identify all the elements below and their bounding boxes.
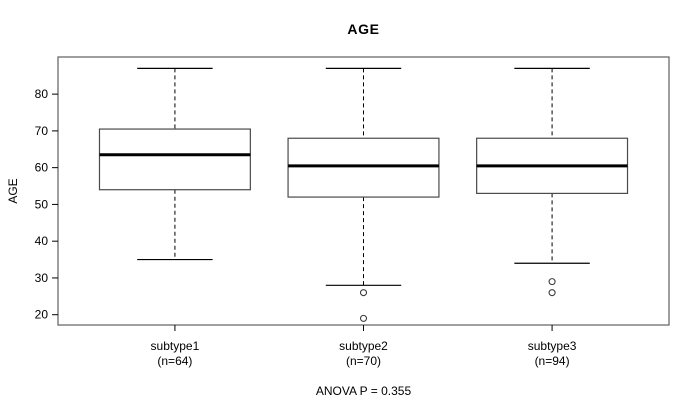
iqr-box <box>98 128 251 191</box>
y-tick-label: 20 <box>35 308 49 322</box>
group-n: (n=94) <box>534 354 570 368</box>
group-n: (n=64) <box>157 354 193 368</box>
y-tick-label: 60 <box>35 161 49 175</box>
y-tick-label: 40 <box>35 234 49 248</box>
iqr-box <box>287 137 440 198</box>
y-tick-label: 80 <box>35 87 49 101</box>
y-tick-label: 30 <box>35 271 49 285</box>
group-name: subtype3 <box>527 339 577 353</box>
group-name: subtype2 <box>339 339 388 353</box>
anova-annotation: ANOVA P = 0.355 <box>315 384 412 398</box>
outlier-point <box>548 278 556 286</box>
group-name: subtype1 <box>150 339 200 353</box>
group-label-subtype3: subtype3 (n=94) <box>472 339 632 369</box>
y-axis-title: AGE <box>6 178 20 204</box>
group-label-subtype2: subtype2 (n=70) <box>284 339 444 369</box>
outlier-point <box>359 314 368 322</box>
y-tick-label: 50 <box>35 197 49 211</box>
group-n: (n=70) <box>345 354 382 368</box>
outlier-point <box>548 289 556 297</box>
y-tick-label: 70 <box>35 124 49 138</box>
outlier-point <box>359 289 368 297</box>
group-label-subtype1: subtype1 (n=64) <box>95 339 255 369</box>
chart-title: AGE <box>347 21 380 37</box>
